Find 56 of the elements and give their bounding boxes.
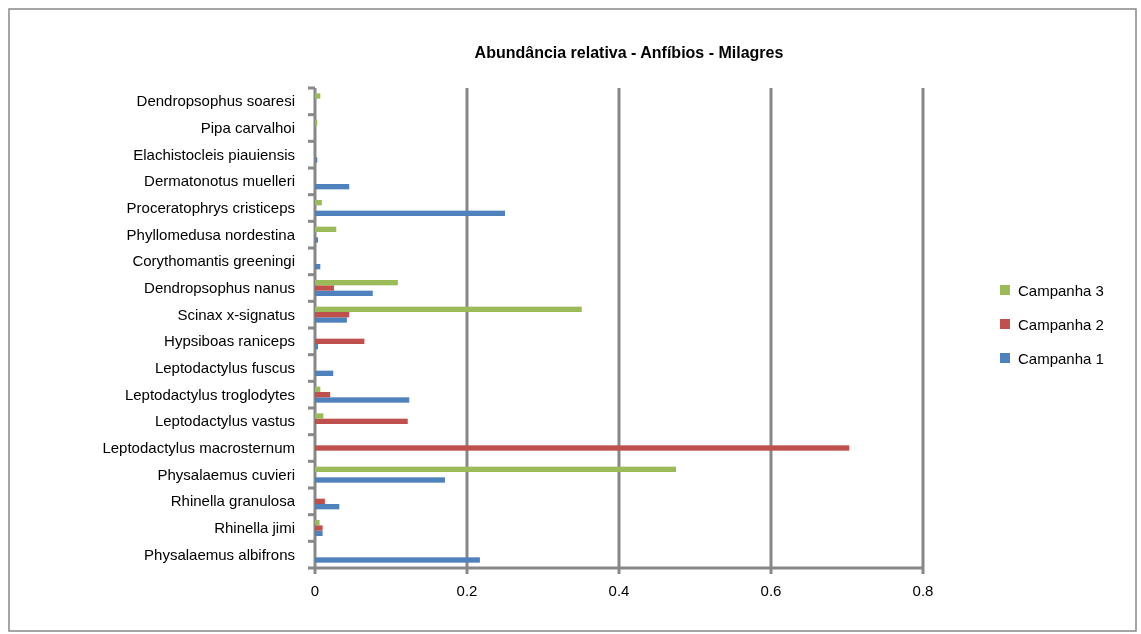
y-tick-label: Proceratophrys cristiceps xyxy=(126,199,295,216)
x-tick-label: 0.2 xyxy=(456,582,478,599)
bar xyxy=(315,445,850,451)
bar xyxy=(315,200,322,206)
y-tick-label: Phyllomedusa nordestina xyxy=(126,225,296,243)
bar xyxy=(315,498,325,504)
bar xyxy=(315,504,340,510)
bar xyxy=(315,312,350,318)
y-tick-label: Elachistocleis piauiensis xyxy=(133,145,295,163)
y-tick-label: Rhinella granulosa xyxy=(170,492,296,510)
y-tick-label: Leptodactylus fuscus xyxy=(154,359,295,376)
bar xyxy=(315,525,323,531)
bar xyxy=(315,280,398,286)
y-tick-label: Dendropsophus soaresi xyxy=(136,92,295,110)
bar xyxy=(315,317,347,323)
bar xyxy=(315,370,334,376)
bar xyxy=(315,392,331,398)
bar xyxy=(315,290,373,296)
bar xyxy=(315,285,334,291)
x-tick-label: 0.6 xyxy=(760,582,782,599)
x-tick-label: 0.8 xyxy=(912,582,934,599)
bar xyxy=(315,477,445,483)
y-tick-label: Dendropsophus nanus xyxy=(144,279,295,296)
bar xyxy=(315,93,321,99)
chart-title: Abundância relativa - Anfíbios - Milagres xyxy=(474,44,784,61)
legend-label: Campanha 2 xyxy=(1018,316,1104,333)
bar xyxy=(315,210,505,216)
bar xyxy=(315,184,350,190)
y-tick-label: Pipa carvalhoi xyxy=(200,119,295,136)
bar xyxy=(315,306,582,312)
bar xyxy=(315,157,318,163)
legend-label: Campanha 3 xyxy=(1018,282,1104,299)
bar xyxy=(315,397,410,403)
y-tick-label: Scinax x-signatus xyxy=(177,305,295,323)
bar xyxy=(315,226,337,232)
y-tick-label: Hypsiboas raniceps xyxy=(164,332,295,350)
y-tick-label: Leptodactylus vastus xyxy=(154,412,295,430)
y-tick-label: Rhinella jimi xyxy=(214,519,295,536)
y-tick-label: Dermatonotus muelleri xyxy=(144,172,295,190)
x-tick-label: 0.4 xyxy=(608,582,630,599)
y-tick-label: Physalaemus cuvieri xyxy=(157,465,295,483)
bar xyxy=(315,530,323,536)
bar xyxy=(315,344,319,350)
bar xyxy=(315,520,320,526)
y-tick-label: Physalaemus albifrons xyxy=(144,545,295,563)
y-tick-label: Leptodactylus troglodytes xyxy=(124,385,295,403)
bar xyxy=(315,413,324,419)
legend-label: Campanha 1 xyxy=(1018,350,1104,367)
bar xyxy=(315,237,319,243)
x-tick-label: 0 xyxy=(310,582,320,599)
y-tick-label: Corythomantis greeningi xyxy=(132,252,295,270)
bar xyxy=(315,338,365,344)
bar xyxy=(315,466,676,472)
bar xyxy=(315,557,480,563)
y-tick-label: Leptodactylus macrosternum xyxy=(102,439,295,456)
bar xyxy=(315,418,408,424)
